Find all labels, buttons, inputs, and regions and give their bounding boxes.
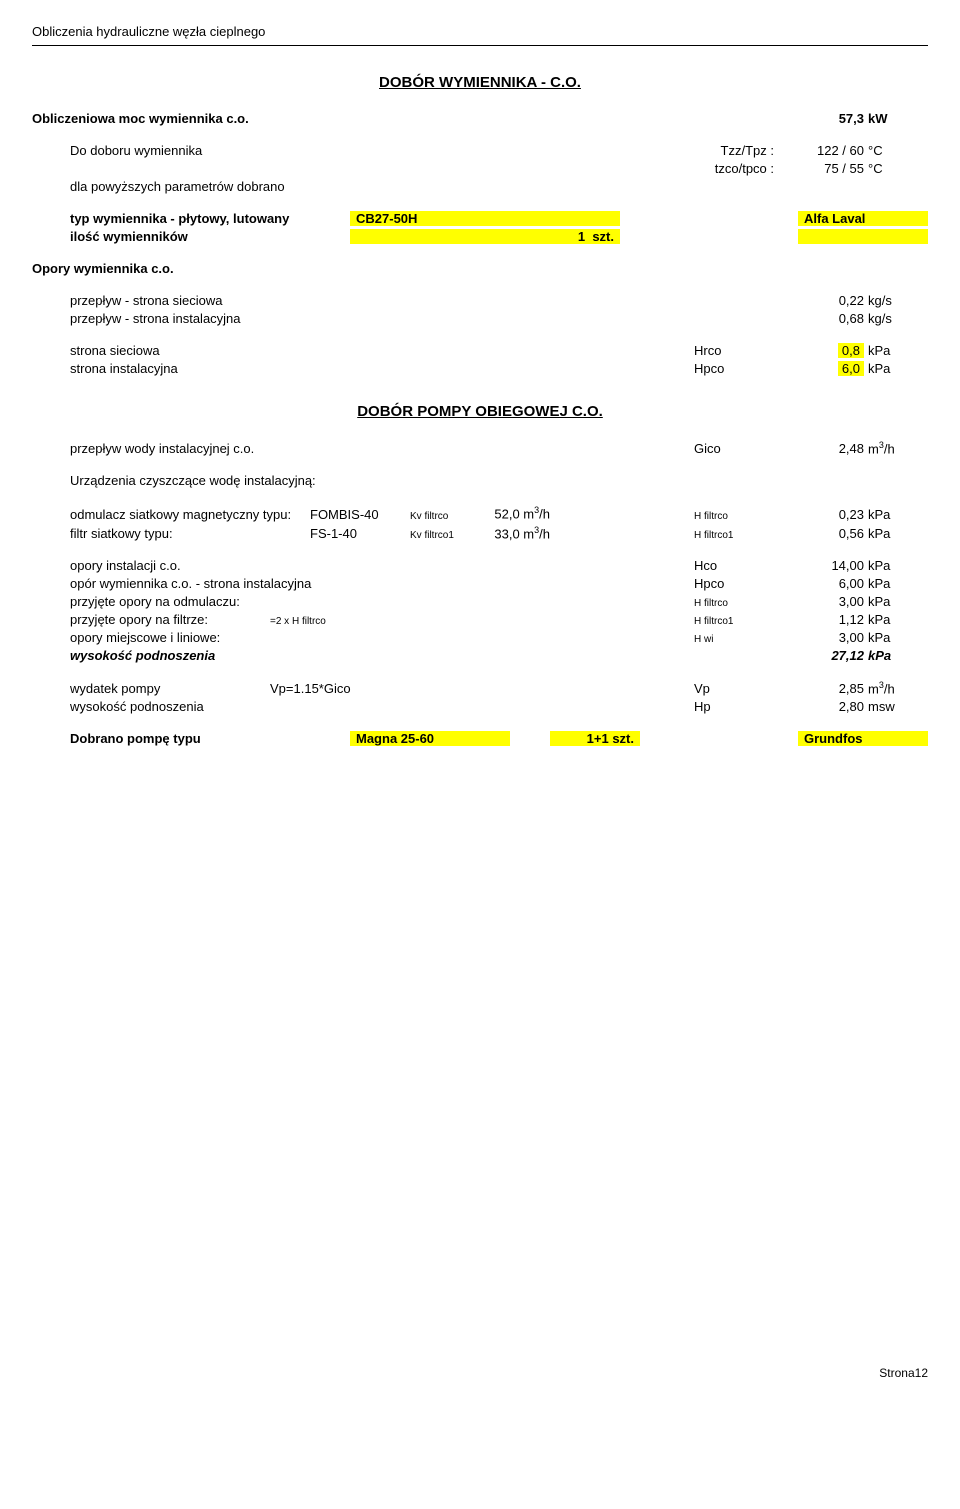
ilosc-unit: szt.	[592, 229, 614, 244]
wys-val: 27,12	[794, 648, 864, 663]
tzz-unit: °C	[864, 143, 928, 158]
dobr-label: Dobrano pompę typu	[70, 731, 350, 746]
wys-unit: kPa	[864, 648, 928, 663]
dobr-brand: Grundfos	[798, 731, 928, 746]
odmul-val: 0,23	[794, 507, 864, 522]
siec-label: strona sieciowa	[70, 343, 370, 358]
wyd-label: wydatek pompy	[70, 681, 270, 696]
moc-val: 57,3	[794, 111, 864, 126]
przeplyw-val: 2,48	[794, 441, 864, 456]
wys2-sym: Hp	[694, 699, 794, 714]
wys2-val: 2,80	[794, 699, 864, 714]
inst-val: 6,0	[838, 361, 864, 376]
tzco-unit: °C	[864, 161, 928, 176]
op-fil-eq: =2 x H filtrco	[270, 616, 410, 627]
section2-title: DOBÓR POMPY OBIEGOWEJ C.O.	[32, 403, 928, 420]
odmul-model: FOMBIS-40	[310, 507, 410, 522]
op-wym-label: opór wymiennika c.o. - strona instalacyj…	[70, 576, 410, 591]
op-wym-sym: Hpco	[694, 576, 794, 591]
filtr-label: filtr siatkowy typu:	[70, 526, 310, 541]
section1-title: DOBÓR WYMIENNIKA - C.O.	[32, 74, 928, 91]
typ-val: CB27-50H	[350, 211, 620, 226]
page-footer: Strona12	[32, 1366, 928, 1380]
wyd-eq: Vp=1.15*Gico	[270, 681, 410, 696]
flow-inst-unit: kg/s	[864, 311, 928, 326]
flow-siec-unit: kg/s	[864, 293, 928, 308]
dla-label: dla powyższych parametrów dobrano	[70, 179, 285, 194]
op-wym-unit: kPa	[864, 576, 928, 591]
wys-label: wysokość podnoszenia	[70, 648, 410, 663]
odmul-label: odmulacz siatkowy magnetyczny typu:	[70, 507, 310, 522]
filtr-sym: H filtrco1	[694, 530, 794, 541]
op-odm-label: przyjęte opory na odmulaczu:	[70, 594, 410, 609]
ilosc-val: 1	[578, 229, 585, 244]
przeplyw-sym: Gico	[694, 441, 794, 456]
wys2-label: wysokość podnoszenia	[70, 699, 410, 714]
wyd-unit: m3/h	[864, 680, 928, 696]
op-miej-unit: kPa	[864, 630, 928, 645]
op-inst-sym: Hco	[694, 558, 794, 573]
wys2-unit: msw	[864, 699, 928, 714]
page-header: Obliczenia hydrauliczne węzła cieplnego	[32, 24, 928, 39]
filtr-kv-lbl: Kv filtrco1	[410, 530, 490, 541]
opory-label: Opory wymiennika c.o.	[32, 261, 174, 276]
tzco-val: 75 / 55	[774, 161, 864, 176]
typ-brand: Alfa Laval	[798, 211, 928, 226]
wyd-sym: Vp	[694, 681, 794, 696]
tzz-val: 122 / 60	[774, 143, 864, 158]
siec-val: 0,8	[838, 343, 864, 358]
op-miej-val: 3,00	[794, 630, 864, 645]
odmul-sym: H filtrco	[694, 511, 794, 522]
op-odm-val: 3,00	[794, 594, 864, 609]
siec-unit: kPa	[864, 343, 928, 358]
flow-inst-val: 0,68	[794, 311, 864, 326]
dobr-qty: 1+1 szt.	[550, 731, 640, 746]
filtr-model: FS-1-40	[310, 526, 410, 541]
filtr-unit: kPa	[864, 526, 928, 541]
op-miej-sym: H wi	[694, 634, 794, 645]
flow-siec-val: 0,22	[794, 293, 864, 308]
dobor-label: Do doboru wymiennika	[70, 143, 370, 158]
op-fil-unit: kPa	[864, 612, 928, 627]
flow-siec-label: przepływ - strona sieciowa	[70, 293, 222, 308]
moc-label: Obliczeniowa moc wymiennika c.o.	[32, 111, 249, 126]
urzadz-label: Urządzenia czyszczące wodę instalacyjną:	[70, 473, 316, 488]
tzz-label: Tzz/Tpz :	[684, 143, 774, 158]
header-rule	[32, 45, 928, 46]
odmul-kv-val: 52,0 m3/h	[490, 505, 550, 521]
op-odm-unit: kPa	[864, 594, 928, 609]
op-miej-label: opory miejscowe i liniowe:	[70, 630, 410, 645]
przeplyw-label: przepływ wody instalacyjnej c.o.	[70, 441, 370, 456]
odmul-unit: kPa	[864, 507, 928, 522]
filtr-val: 0,56	[794, 526, 864, 541]
op-inst-val: 14,00	[794, 558, 864, 573]
flow-inst-label: przepływ - strona instalacyjna	[70, 311, 241, 326]
op-fil-label: przyjęte opory na filtrze:	[70, 612, 270, 627]
wyd-val: 2,85	[794, 681, 864, 696]
op-odm-sym: H filtrco	[694, 598, 794, 609]
typ-label: typ wymiennika - płytowy, lutowany	[70, 211, 350, 226]
filtr-kv-val: 33,0 m3/h	[490, 525, 550, 541]
ilosc-label: ilość wymienników	[70, 229, 350, 244]
op-fil-sym: H filtrco1	[694, 616, 794, 627]
tzco-label: tzco/tpco :	[684, 161, 774, 176]
op-wym-val: 6,00	[794, 576, 864, 591]
odmul-kv-lbl: Kv filtrco	[410, 511, 490, 522]
przeplyw-unit: m3/h	[864, 440, 928, 456]
siec-sym: Hrco	[694, 343, 794, 358]
op-inst-unit: kPa	[864, 558, 928, 573]
moc-unit: kW	[864, 111, 928, 126]
inst-label: strona instalacyjna	[70, 361, 370, 376]
dobr-model: Magna 25-60	[350, 731, 510, 746]
inst-unit: kPa	[864, 361, 928, 376]
op-fil-val: 1,12	[794, 612, 864, 627]
inst-sym: Hpco	[694, 361, 794, 376]
op-inst-label: opory instalacji c.o.	[70, 558, 410, 573]
